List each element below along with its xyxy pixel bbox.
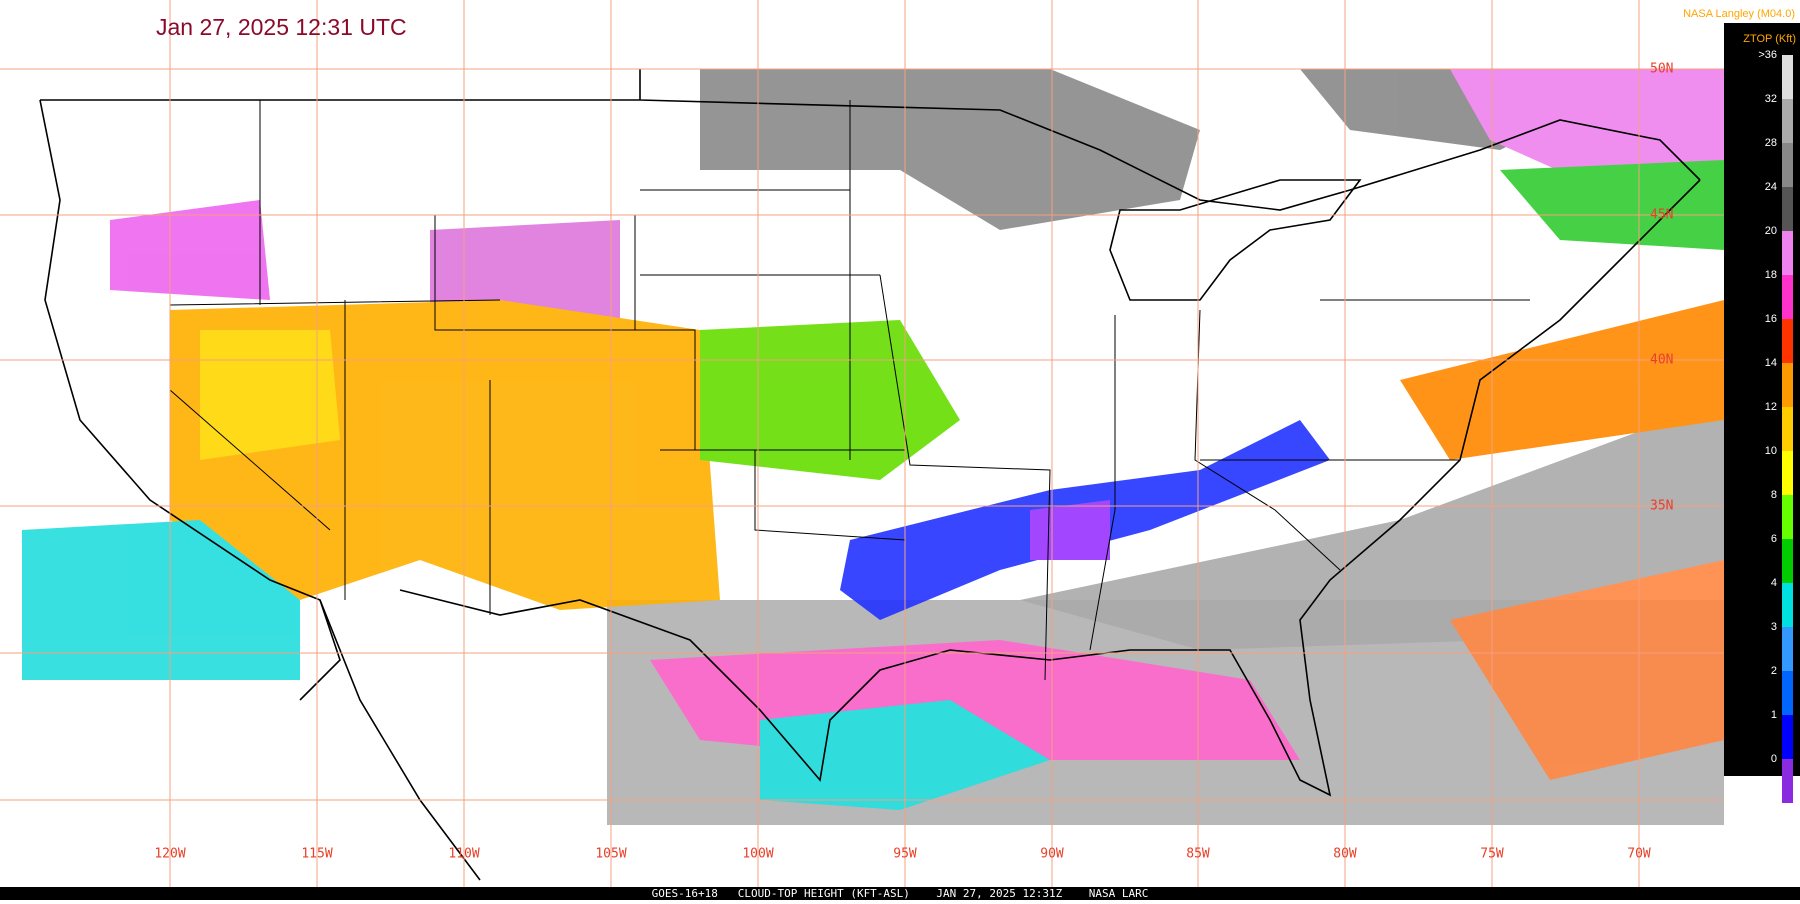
longitude-label: 100W <box>742 847 773 862</box>
legend-label: 20 <box>1765 225 1777 237</box>
legend-swatch <box>1782 319 1793 363</box>
legend-label: 12 <box>1765 401 1777 413</box>
cloud-cyan-pacific <box>22 520 300 680</box>
legend-swatch <box>1782 539 1793 583</box>
latitude-label: 35N <box>1650 499 1673 514</box>
legend-label: 6 <box>1771 533 1777 545</box>
legend-label: 8 <box>1771 489 1777 501</box>
baja <box>299 599 341 701</box>
legend-label: 0 <box>1771 753 1777 765</box>
legend-swatch <box>1782 715 1793 759</box>
coastline <box>39 69 1701 881</box>
legend-swatch <box>1782 55 1793 99</box>
legend-label: 18 <box>1765 269 1777 281</box>
longitude-label: 105W <box>595 847 626 862</box>
legend-label: 32 <box>1765 93 1777 105</box>
map-title: Jan 27, 2025 12:31 UTC <box>156 14 407 40</box>
legend-swatch <box>1782 495 1793 539</box>
legend-label: 28 <box>1765 137 1777 149</box>
cloud-yellow-sw <box>200 330 340 460</box>
legend-swatch <box>1782 583 1793 627</box>
legend-label: >36 <box>1758 49 1777 61</box>
longitude-label: 115W <box>301 847 332 862</box>
northern-border <box>40 69 1701 211</box>
legend-swatch <box>1782 671 1793 715</box>
graticule: 120W 115W 110W 105W 100W 95W 90W 85W 80W 75W 70W 50… <box>0 0 1724 887</box>
legend-swatch <box>1782 143 1793 187</box>
cloud-orange-southatlantic <box>1450 560 1724 780</box>
latitude-label: 50N <box>1650 62 1673 77</box>
legend-label: 4 <box>1771 577 1777 589</box>
longitude-label: 90W <box>1040 847 1064 862</box>
legend-swatch <box>1782 99 1793 143</box>
cloud-gray-north <box>700 69 1200 230</box>
legend-swatch <box>1782 759 1793 803</box>
legend-title: ZTOP (Kft) <box>1743 33 1796 45</box>
east-gulf-coast <box>399 179 1701 797</box>
legend-label: 10 <box>1765 445 1777 457</box>
legend-swatch <box>1782 407 1793 451</box>
longitude-label: 95W <box>893 847 917 862</box>
longitude-label: 120W <box>154 847 185 862</box>
cloud-green-ne <box>1500 160 1724 250</box>
cloud-violet-nw <box>110 200 270 300</box>
legend-label: 14 <box>1765 357 1777 369</box>
longitude-label: 85W <box>1186 847 1210 862</box>
cloud-purple <box>1030 500 1110 560</box>
legend-swatch <box>1782 451 1793 495</box>
legend-swatch <box>1782 627 1793 671</box>
cloud-violet-ne <box>1450 69 1724 180</box>
legend-label: 1 <box>1771 709 1777 721</box>
longitude-label: 75W <box>1480 847 1504 862</box>
longitude-label: 110W <box>448 847 479 862</box>
footer-caption: GOES-16+18 CLOUD-TOP HEIGHT (KFT-ASL) JA… <box>652 887 1149 900</box>
legend-label: 2 <box>1771 665 1777 677</box>
legend-swatch <box>1782 187 1793 231</box>
legend-swatch <box>1782 363 1793 407</box>
cloud-gray-southeast <box>1020 400 1724 650</box>
legend-label: 16 <box>1765 313 1777 325</box>
cloud-orange-atlantic <box>1400 300 1724 460</box>
legend-swatch <box>1782 231 1793 275</box>
longitude-label: 80W <box>1333 847 1357 862</box>
longitude-label: 70W <box>1627 847 1651 862</box>
legend-label: 3 <box>1771 621 1777 633</box>
west-coast <box>39 99 481 881</box>
great-lakes <box>1109 179 1362 301</box>
legend-swatch <box>1782 275 1793 319</box>
latitude-label: 40N <box>1650 353 1673 368</box>
footer-bar <box>0 887 1800 900</box>
latitude-label: 45N <box>1650 208 1673 223</box>
legend-label: 24 <box>1765 181 1777 193</box>
brand-label: NASA Langley (M04.0) <box>1683 8 1795 20</box>
